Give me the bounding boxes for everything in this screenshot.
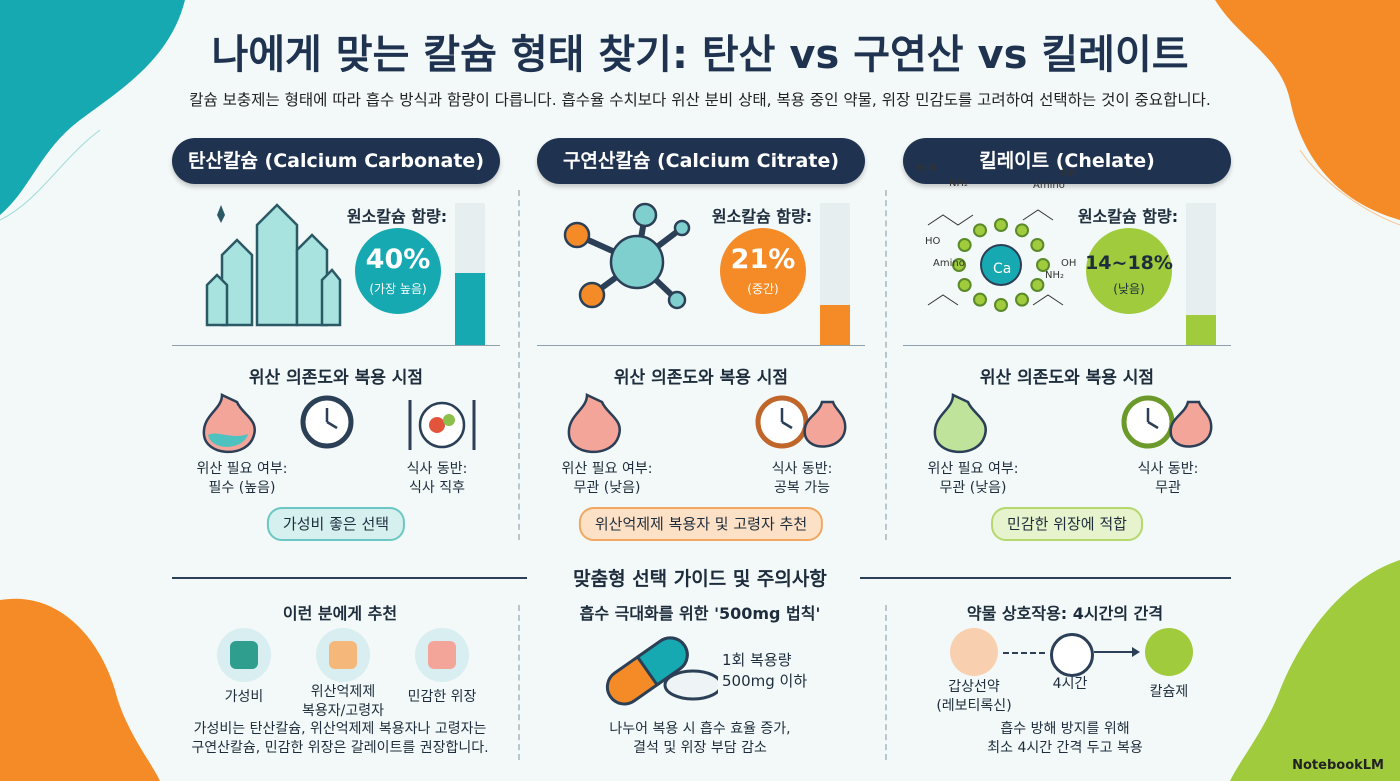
acid-value: 무관 (낮음) <box>573 480 641 496</box>
content-note: (가장 높음) <box>369 282 427 296</box>
acid-label: 위산 필요 여부: <box>196 461 288 477</box>
meal-value: 식사 직후 <box>409 480 465 496</box>
panel-description: 가성비는 탄산칼슘, 위산억제제 복용자나 고령자는 구연산칼슘, 민감한 위장… <box>191 721 489 756</box>
footer: NotebookLM <box>1292 758 1384 773</box>
arrow <box>1003 652 1045 654</box>
calcium-label: Ca <box>993 261 1012 277</box>
content-bar-track <box>455 203 485 345</box>
column-header: 탄산칼슘 (Calcium Carbonate) <box>172 138 500 184</box>
molecule-icon <box>563 202 691 310</box>
recommend-item: 가성비 <box>224 689 264 705</box>
icon-shape <box>428 641 456 669</box>
recommend-icon <box>217 628 271 682</box>
interaction-item: 갑상선약 (레보티록신) <box>936 679 1012 714</box>
recommendation-badge: 민감한 위장에 적합 <box>991 507 1143 541</box>
icon-shape <box>329 641 357 669</box>
content-bar-fill <box>820 305 850 345</box>
timing-icons <box>202 393 476 454</box>
interaction-item: 4시간 <box>1052 676 1088 692</box>
content-bar-track <box>1186 203 1216 345</box>
content-note: (중간) <box>747 282 779 296</box>
content-bar-fill <box>1186 315 1216 345</box>
acid-label: 위산 필요 여부: <box>927 461 1019 477</box>
acid-label: 위산 필요 여부: <box>561 461 653 477</box>
column-header: 구연산칼슘 (Calcium Citrate) <box>537 138 865 184</box>
panel-description: 나누어 복용 시 흡수 효율 증가, 결석 및 위장 부담 감소 <box>609 721 791 756</box>
section-title: 위산 의존도와 복용 시점 <box>613 368 789 388</box>
meal-value: 무관 <box>1155 480 1181 496</box>
subtitle: 칼슘 보충제는 형태에 따라 흡수 방식과 함량이 다릅니다. 흡수율 수치보다… <box>189 91 1211 109</box>
molecule-label: H₂N <box>917 163 937 174</box>
timing-icons <box>567 393 847 454</box>
section-title: 위산 의존도와 복용 시점 <box>979 368 1155 388</box>
icon-shape <box>230 641 258 669</box>
recommend-icon <box>415 628 469 682</box>
panel-title: 약물 상호작용: 4시간의 간격 <box>966 604 1164 623</box>
divider <box>903 345 1231 346</box>
molecule-label: HO <box>925 236 941 247</box>
meal-value: 공복 가능 <box>774 480 830 496</box>
content-note: (낮음) <box>1113 282 1145 296</box>
panel-description: 흡수 방해 방지를 위해 최소 4시간 간격 두고 복용 <box>987 721 1143 756</box>
meal-label: 식사 동반: <box>771 461 833 477</box>
content-value: 21% <box>730 244 796 275</box>
column-header: 킬레이트 (Chelate) <box>903 138 1231 184</box>
divider <box>172 577 527 579</box>
pill-label: 1회 복용량 500mg 이하 <box>722 651 808 690</box>
content-bar-fill <box>455 273 485 345</box>
column: 구연산칼슘 (Calcium Citrate) 원소칼슘 함량: 21% (중간) 위… <box>537 0 865 781</box>
panel-title: 흡수 극대화를 위한 '500mg 법칙' <box>579 604 821 623</box>
section-title: 위산 의존도와 복용 시점 <box>248 368 424 388</box>
guide-title: 맞춤형 선택 가이드 및 주의사항 <box>573 568 827 590</box>
chelate-icon <box>927 209 1064 312</box>
arrow <box>1094 647 1140 657</box>
content-label: 원소칼슘 함량: <box>711 207 813 226</box>
molecule-label: Amino <box>1033 180 1065 191</box>
molecule-label: NH₂ <box>949 178 969 189</box>
content-value: 40% <box>365 244 431 275</box>
calcium-icon <box>1145 628 1193 676</box>
divider <box>537 345 865 346</box>
recommend-item: 위산억제제 복용자/고령자 <box>302 684 384 719</box>
pill-icon <box>605 636 718 706</box>
acid-value: 필수 (높음) <box>208 480 276 496</box>
timing-icons <box>933 393 1213 454</box>
crystal-icon <box>205 203 342 327</box>
recommend-item: 민감한 위장 <box>407 689 477 705</box>
content-circle <box>720 228 806 314</box>
panel-title: 이런 분에게 추천 <box>282 604 398 623</box>
molecule-label: OH <box>1061 258 1077 269</box>
molecule-label: Amino <box>933 258 965 269</box>
column: 탄산칼슘 (Calcium Carbonate) 원소칼슘 함량: 40% (가장 … <box>172 0 500 781</box>
thyroid-icon <box>950 628 998 676</box>
content-label: 원소칼슘 함량: <box>346 207 448 226</box>
recommend-icon <box>316 628 370 682</box>
meal-label: 식사 동반: <box>406 461 468 477</box>
content-value: 14~18% <box>1085 252 1173 274</box>
meal-label: 식사 동반: <box>1137 461 1199 477</box>
content-bar-track <box>820 203 850 345</box>
molecule-label: NH₂ <box>1045 270 1065 281</box>
clock-icon <box>1050 633 1094 677</box>
content-circle <box>1086 228 1172 314</box>
title: 나에게 맞는 칼슘 형태 찾기: 탄산 vs 구연산 vs 킬레이트 <box>211 32 1189 78</box>
recommendation-badge: 가성비 좋은 선택 <box>266 507 406 541</box>
divider <box>860 577 1231 579</box>
column: 킬레이트 (Chelate) H₂N NH₂ OH Amino Ca HO Amino OH N… <box>903 0 1231 781</box>
content-circle <box>355 228 441 314</box>
divider <box>885 605 887 760</box>
recommendation-badge: 위산억제제 복용자 및 고령자 추천 <box>578 507 824 541</box>
divider <box>518 605 520 760</box>
interaction-item: 칼슘제 <box>1149 684 1189 700</box>
molecule-label: OH <box>1061 168 1077 179</box>
divider <box>885 190 887 540</box>
divider <box>172 345 500 346</box>
acid-value: 무관 (낮음) <box>939 480 1007 496</box>
content-label: 원소칼슘 함량: <box>1077 207 1179 226</box>
divider <box>518 190 520 540</box>
